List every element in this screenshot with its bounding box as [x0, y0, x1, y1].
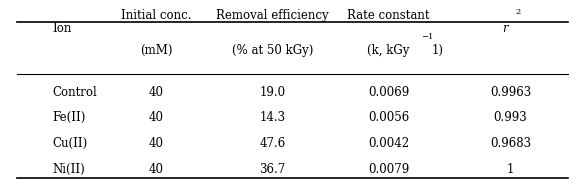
- Text: 40: 40: [149, 111, 164, 124]
- Text: Removal efficiency: Removal efficiency: [216, 9, 329, 22]
- Text: −1: −1: [421, 33, 433, 41]
- Text: Fe(II): Fe(II): [52, 111, 86, 124]
- Text: r: r: [502, 22, 508, 35]
- Text: 0.0056: 0.0056: [368, 111, 409, 124]
- Text: (k, kGy: (k, kGy: [367, 44, 410, 57]
- Text: 1: 1: [507, 163, 514, 176]
- Text: 36.7: 36.7: [259, 163, 286, 176]
- Text: 40: 40: [149, 163, 164, 176]
- Text: 47.6: 47.6: [259, 137, 286, 150]
- Text: 0.993: 0.993: [494, 111, 527, 124]
- Text: Cu(II): Cu(II): [52, 137, 88, 150]
- Text: Initial conc.: Initial conc.: [121, 9, 192, 22]
- Text: 0.0079: 0.0079: [368, 163, 409, 176]
- Text: Rate constant: Rate constant: [347, 9, 430, 22]
- Text: 0.0042: 0.0042: [368, 137, 409, 150]
- Text: 40: 40: [149, 137, 164, 150]
- Text: (mM): (mM): [140, 44, 173, 57]
- Text: 1): 1): [432, 44, 444, 57]
- Text: 40: 40: [149, 86, 164, 98]
- Text: 19.0: 19.0: [259, 86, 286, 98]
- Text: 14.3: 14.3: [259, 111, 286, 124]
- Text: Ni(II): Ni(II): [52, 163, 85, 176]
- Text: Ion: Ion: [52, 22, 71, 35]
- Text: Control: Control: [52, 86, 97, 98]
- Text: 2: 2: [515, 8, 521, 16]
- Text: 0.9963: 0.9963: [490, 86, 531, 98]
- Text: (% at 50 kGy): (% at 50 kGy): [232, 44, 313, 57]
- Text: 0.9683: 0.9683: [490, 137, 531, 150]
- Text: 0.0069: 0.0069: [368, 86, 409, 98]
